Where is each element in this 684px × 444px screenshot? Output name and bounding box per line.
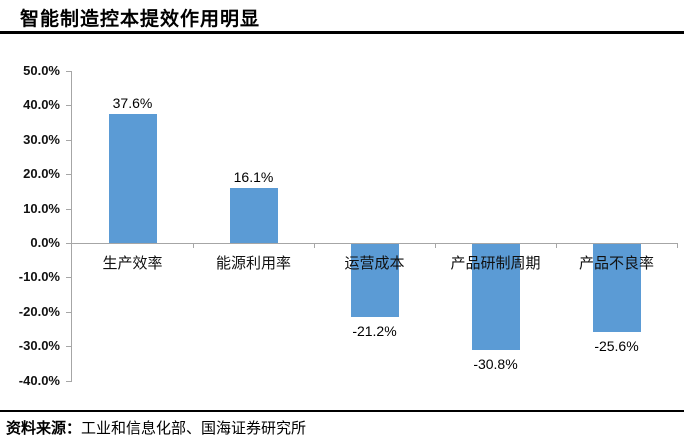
y-axis-tick-label: 40.0% bbox=[23, 97, 60, 113]
y-axis-tick bbox=[66, 380, 71, 382]
y-axis-tick-label: -10.0% bbox=[18, 269, 60, 285]
y-axis-tick bbox=[66, 174, 71, 176]
bar-value-label: -30.8% bbox=[473, 356, 518, 373]
x-axis-tick bbox=[314, 244, 315, 248]
y-axis-tick-label: 0.0% bbox=[30, 235, 60, 250]
bar-value-label: 37.6% bbox=[112, 94, 153, 111]
category-label: 生产效率 bbox=[102, 254, 163, 272]
y-axis-tick bbox=[66, 139, 71, 141]
source-label: 资料来源： bbox=[6, 419, 82, 437]
y-axis-tick-label: -40.0% bbox=[18, 372, 60, 388]
chart-title: 智能制造控本提效作用明显 bbox=[20, 8, 261, 30]
y-axis-tick-label: -30.0% bbox=[18, 338, 60, 354]
x-axis-tick bbox=[193, 244, 194, 248]
y-axis-tick-label: 20.0% bbox=[23, 166, 60, 182]
title-underline-rule bbox=[0, 31, 684, 34]
footer-rule bbox=[0, 410, 684, 412]
y-axis-line bbox=[71, 70, 72, 382]
y-axis-tick bbox=[66, 208, 71, 210]
y-axis-tick bbox=[66, 346, 71, 348]
x-axis-tick bbox=[677, 244, 678, 248]
y-axis-tick bbox=[66, 311, 71, 313]
source-text: 工业和信息化部、国海证券研究所 bbox=[81, 419, 307, 437]
y-axis-tick bbox=[66, 243, 71, 244]
x-axis-tick bbox=[435, 244, 436, 248]
source-line: 资料来源：工业和信息化部、国海证券研究所 bbox=[6, 417, 306, 438]
y-axis-tick-label: -20.0% bbox=[18, 303, 60, 319]
bar-3 bbox=[350, 244, 399, 317]
y-axis-tick bbox=[66, 105, 71, 107]
bar-4 bbox=[471, 244, 520, 351]
y-axis-tick-label: 10.0% bbox=[23, 200, 60, 216]
y-axis-tick bbox=[66, 277, 71, 279]
category-label: 产品不良率 bbox=[578, 254, 654, 272]
bar-value-label: -21.2% bbox=[352, 323, 397, 339]
bar-value-label: 16.1% bbox=[233, 168, 274, 185]
category-label: 产品研制周期 bbox=[450, 254, 541, 272]
y-axis-tick-label: 50.0% bbox=[23, 62, 60, 78]
y-axis-tick bbox=[66, 70, 71, 72]
bar-5 bbox=[592, 244, 641, 333]
bar-1 bbox=[108, 113, 157, 243]
x-axis-tick bbox=[556, 244, 557, 248]
category-label: 运营成本 bbox=[344, 254, 405, 272]
category-label: 能源利用率 bbox=[215, 254, 291, 272]
bar-2 bbox=[229, 187, 278, 243]
y-axis-tick-label: 30.0% bbox=[23, 131, 60, 147]
bar-value-label: -25.6% bbox=[594, 338, 639, 355]
zero-baseline bbox=[72, 243, 678, 244]
